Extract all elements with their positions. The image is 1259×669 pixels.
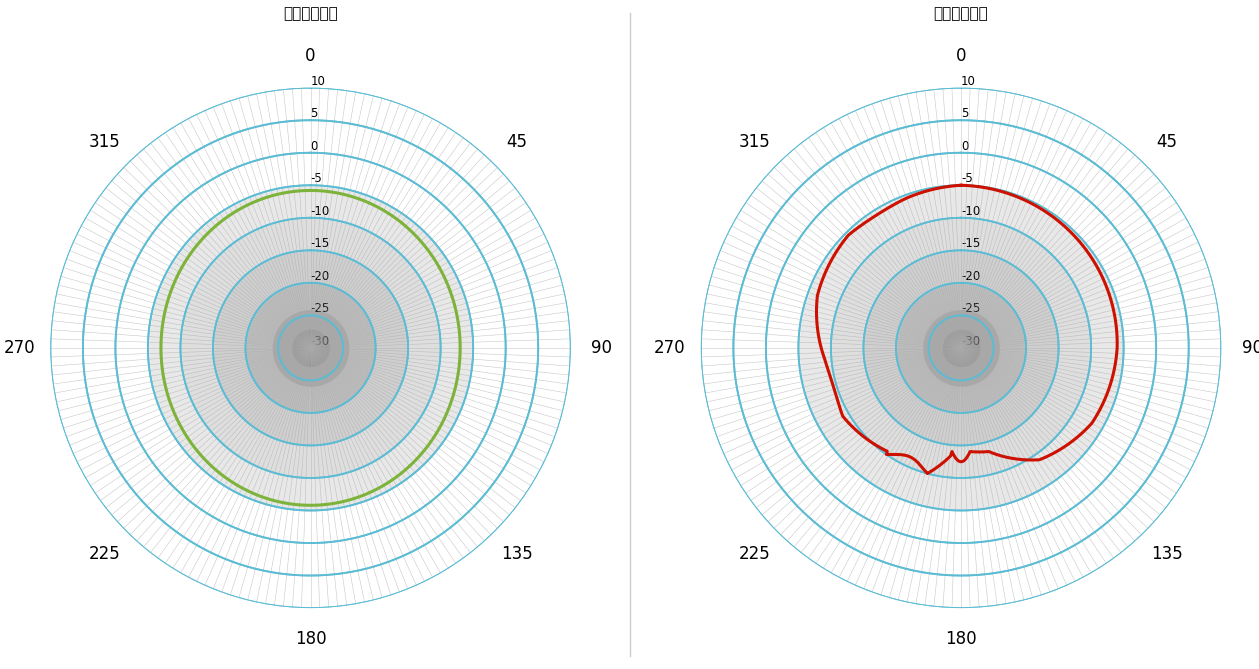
- Title: AIR-AP1810W シリーズ
仰角平面、2.4 GHz 帯域の
先端アンテナ: AIR-AP1810W シリーズ 仰角平面、2.4 GHz 帯域の 先端アンテナ: [889, 0, 1034, 21]
- Title: AIR-AP1810W シリーズ
方位角平面、2.4 GHz 帯域の
先端アンテナ: AIR-AP1810W シリーズ 方位角平面、2.4 GHz 帯域の 先端アンテ…: [237, 0, 384, 21]
